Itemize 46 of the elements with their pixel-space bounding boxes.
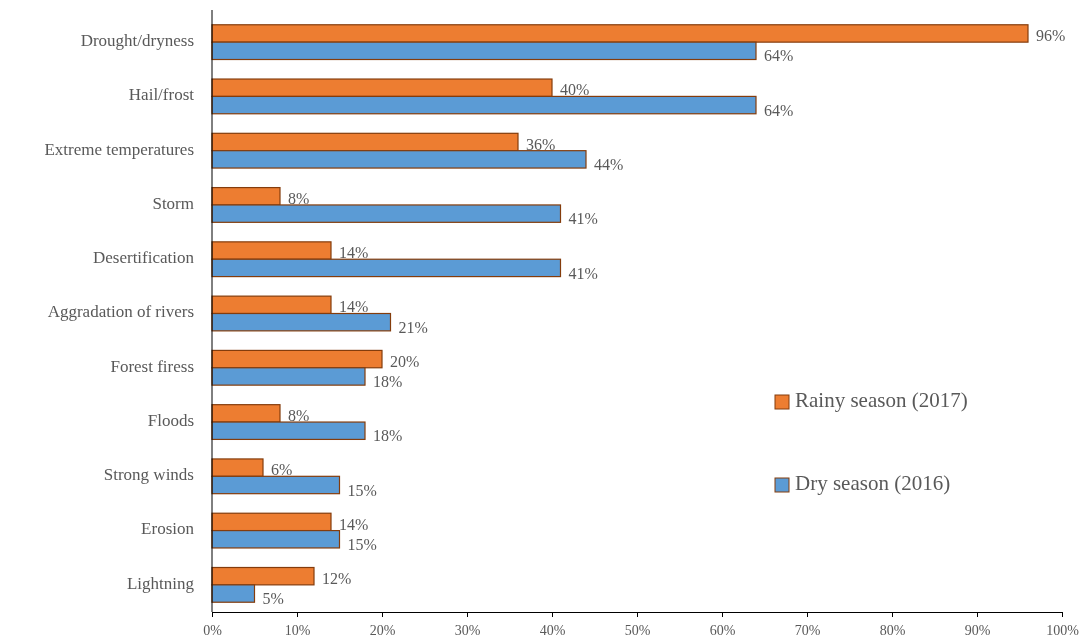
data-label: 44% <box>594 156 624 174</box>
data-label: 5% <box>262 590 284 608</box>
y-tick-label: Drought/dryness <box>80 31 194 51</box>
data-label: 40% <box>560 81 590 99</box>
data-label: 41% <box>568 264 598 282</box>
x-tick-label: 0% <box>203 623 223 639</box>
data-label: 8% <box>288 189 310 207</box>
data-label: 12% <box>322 569 352 587</box>
data-label: 41% <box>568 210 598 228</box>
data-label: 18% <box>373 373 403 391</box>
data-label: 20% <box>390 352 420 370</box>
data-label: 6% <box>271 461 293 479</box>
legend-label: Dry season (2016) <box>795 470 951 495</box>
data-label: 15% <box>347 535 377 553</box>
data-label: 8% <box>288 407 310 425</box>
y-tick-label: Hail/frost <box>128 85 195 105</box>
data-label: 96% <box>1036 27 1066 45</box>
x-tick-label: 50% <box>624 623 651 639</box>
y-tick-label: Erosion <box>141 519 195 539</box>
x-tick-label: 20% <box>369 623 396 639</box>
x-tick-label: 80% <box>879 623 906 639</box>
y-tick-label: Storm <box>152 193 194 213</box>
y-tick-label: Forest firess <box>110 356 194 376</box>
data-label: 21% <box>398 318 428 336</box>
x-tick-label: 10% <box>284 623 311 639</box>
data-label: 18% <box>373 427 403 445</box>
data-label: 64% <box>764 101 794 119</box>
data-label: 36% <box>526 135 556 153</box>
y-tick-label: Strong winds <box>103 465 194 485</box>
data-label: 14% <box>339 298 369 316</box>
x-tick-label: 70% <box>794 623 821 639</box>
y-tick-label: Floods <box>147 410 194 430</box>
y-tick-label: Aggradation of rivers <box>47 302 194 322</box>
y-tick-label: Extreme temperatures <box>44 139 194 159</box>
x-tick-label: 100% <box>1046 623 1080 639</box>
y-tick-label: Desertification <box>92 248 195 268</box>
legend-label: Rainy season (2017) <box>795 387 968 412</box>
x-tick-label: 60% <box>709 623 736 639</box>
data-label: 15% <box>347 481 377 499</box>
x-tick-label: 90% <box>964 623 991 639</box>
data-label: 14% <box>339 244 369 262</box>
y-tick-label: Lightning <box>126 573 195 593</box>
data-label: 14% <box>339 515 369 533</box>
x-tick-label: 30% <box>454 623 481 639</box>
x-tick-label: 40% <box>539 623 566 639</box>
data-label: 64% <box>764 47 794 65</box>
